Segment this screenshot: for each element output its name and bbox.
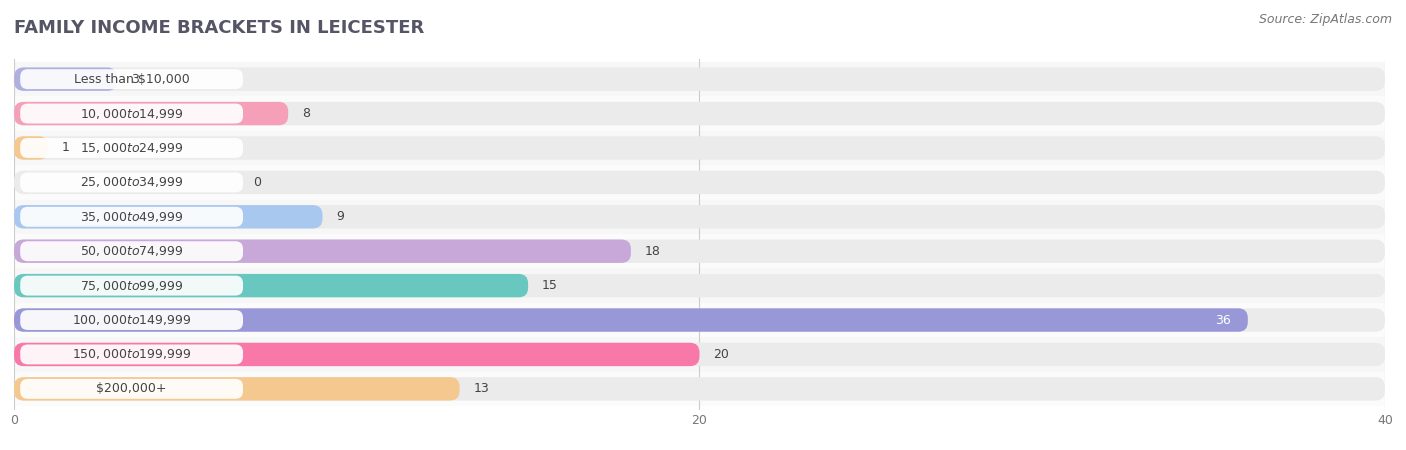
Text: 0: 0 [253, 176, 262, 189]
Bar [14, 234, 1385, 268]
Bar [14, 131, 1385, 165]
Text: 9: 9 [336, 210, 344, 223]
FancyBboxPatch shape [14, 205, 1385, 229]
FancyBboxPatch shape [14, 171, 1385, 194]
Bar [14, 372, 1385, 406]
Text: $75,000 to $99,999: $75,000 to $99,999 [80, 279, 183, 292]
FancyBboxPatch shape [14, 377, 460, 400]
FancyBboxPatch shape [14, 377, 1385, 400]
FancyBboxPatch shape [20, 241, 243, 261]
Text: 15: 15 [541, 279, 558, 292]
FancyBboxPatch shape [14, 239, 1385, 263]
Text: $35,000 to $49,999: $35,000 to $49,999 [80, 210, 183, 224]
Bar [14, 62, 1385, 96]
Text: $200,000+: $200,000+ [97, 382, 167, 396]
Text: 18: 18 [644, 245, 661, 258]
FancyBboxPatch shape [14, 308, 1249, 332]
FancyBboxPatch shape [14, 343, 1385, 366]
Text: $15,000 to $24,999: $15,000 to $24,999 [80, 141, 183, 155]
FancyBboxPatch shape [20, 138, 243, 158]
Text: $100,000 to $149,999: $100,000 to $149,999 [72, 313, 191, 327]
FancyBboxPatch shape [20, 172, 243, 192]
Bar [14, 165, 1385, 200]
Text: $25,000 to $34,999: $25,000 to $34,999 [80, 176, 183, 189]
FancyBboxPatch shape [14, 274, 1385, 297]
FancyBboxPatch shape [20, 310, 243, 330]
FancyBboxPatch shape [14, 343, 700, 366]
Text: 3: 3 [131, 72, 138, 86]
FancyBboxPatch shape [20, 345, 243, 364]
Bar [14, 303, 1385, 337]
FancyBboxPatch shape [20, 276, 243, 296]
FancyBboxPatch shape [14, 68, 1385, 91]
Text: 8: 8 [302, 107, 309, 120]
Text: 20: 20 [713, 348, 730, 361]
Text: $150,000 to $199,999: $150,000 to $199,999 [72, 347, 191, 361]
FancyBboxPatch shape [14, 136, 1385, 160]
Text: $50,000 to $74,999: $50,000 to $74,999 [80, 244, 183, 258]
FancyBboxPatch shape [14, 239, 631, 263]
Text: 36: 36 [1215, 314, 1230, 327]
Text: Less than $10,000: Less than $10,000 [73, 72, 190, 86]
Text: FAMILY INCOME BRACKETS IN LEICESTER: FAMILY INCOME BRACKETS IN LEICESTER [14, 19, 425, 37]
FancyBboxPatch shape [20, 104, 243, 123]
Bar [14, 268, 1385, 303]
FancyBboxPatch shape [14, 308, 1385, 332]
Text: 13: 13 [474, 382, 489, 396]
FancyBboxPatch shape [14, 205, 322, 229]
Bar [14, 200, 1385, 234]
Text: 1: 1 [62, 141, 70, 154]
Bar [14, 96, 1385, 131]
FancyBboxPatch shape [20, 69, 243, 89]
FancyBboxPatch shape [14, 102, 1385, 125]
FancyBboxPatch shape [20, 379, 243, 399]
Text: $10,000 to $14,999: $10,000 to $14,999 [80, 107, 183, 121]
FancyBboxPatch shape [20, 207, 243, 227]
FancyBboxPatch shape [14, 68, 117, 91]
Bar [14, 337, 1385, 372]
FancyBboxPatch shape [14, 274, 529, 297]
FancyBboxPatch shape [14, 136, 48, 160]
FancyBboxPatch shape [14, 102, 288, 125]
Text: Source: ZipAtlas.com: Source: ZipAtlas.com [1258, 14, 1392, 27]
